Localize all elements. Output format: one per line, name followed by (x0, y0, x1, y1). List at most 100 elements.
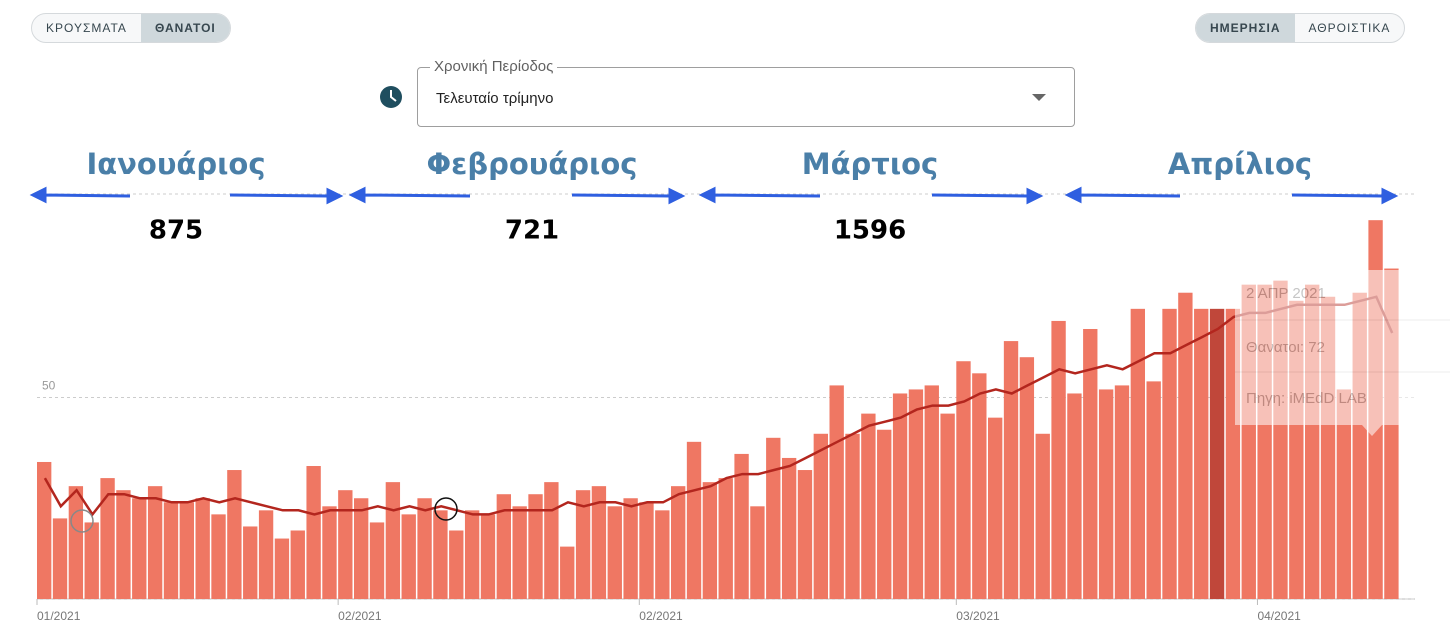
bar (1035, 433, 1050, 599)
bar (877, 429, 892, 599)
bar (1130, 308, 1145, 599)
bar (1098, 389, 1114, 599)
x-tick-label: 01/2021 (37, 609, 81, 623)
bar (37, 461, 52, 599)
bar (274, 538, 290, 599)
bar (338, 490, 353, 599)
month-label: Φεβρουάριος (427, 147, 638, 181)
toggle-option[interactable]: ΗΜΕΡΗΣΙΑ (1196, 14, 1295, 42)
arrow (1064, 186, 1181, 204)
arrow (698, 186, 821, 204)
bar (290, 530, 305, 599)
tooltip: 2 ΑΠΡ 2021 Θανατοι: 72 Πηγη: iMEdD LAB (1235, 270, 1450, 436)
bar (766, 437, 781, 599)
bar (84, 522, 99, 599)
tooltip-source: Πηγη: iMEdD LAB (1246, 390, 1367, 407)
bar (147, 486, 163, 599)
select-value: Τελευταίο τρίμηνο (436, 90, 554, 107)
bar (116, 490, 131, 599)
bar (1336, 389, 1352, 599)
bar (1178, 292, 1193, 599)
bar (512, 506, 527, 599)
bar (940, 413, 955, 599)
marker-circle (434, 497, 458, 521)
x-tick-label: 04/2021 (1257, 609, 1301, 623)
bar (211, 514, 226, 599)
tooltip-value: Θανατοι: 72 (1246, 339, 1325, 356)
clock-hands (390, 90, 397, 102)
period-select[interactable]: Χρονική Περίοδος Τελευταίο τρίμηνο (417, 58, 1075, 127)
bar (607, 506, 622, 599)
bar (861, 413, 876, 599)
bar (1209, 308, 1225, 599)
bar (813, 433, 828, 599)
month-total: 1596 (834, 216, 906, 246)
x-tick-label: 02/2021 (639, 609, 683, 623)
bar (1019, 357, 1035, 599)
bar (480, 514, 496, 599)
bar (1003, 341, 1019, 599)
bar (639, 502, 654, 599)
bar (750, 506, 765, 599)
mode-toggle: ΗΜΕΡΗΣΙΑ ΑΘΡΟΙΣΤΙΚΑ (1195, 13, 1406, 43)
toggle-option[interactable]: ΚΡΟΥΣΜΑΤΑ (46, 21, 127, 35)
bar (195, 498, 210, 599)
tooltip-box (1235, 270, 1450, 425)
bar (179, 502, 194, 599)
toggle-option[interactable]: ΑΘΡΟΙΣΤΙΚΑ (1308, 21, 1391, 35)
month-label: Μάρτιος (802, 147, 938, 181)
y-tick-label: 50 (42, 379, 56, 393)
month-label: Ιανουάριος (86, 147, 265, 181)
bar (1067, 393, 1082, 599)
bar (718, 478, 733, 599)
trend-line (43, 295, 1394, 517)
bar (433, 510, 448, 599)
bar (575, 490, 591, 599)
bar (306, 466, 321, 599)
bar (671, 486, 686, 599)
arrow (931, 187, 1044, 205)
bar (52, 518, 68, 599)
arrow (29, 186, 131, 204)
bar (702, 482, 718, 599)
bar (686, 441, 702, 599)
bar (163, 502, 179, 599)
month-total: 721 (505, 216, 559, 246)
bar (496, 494, 511, 599)
bar (354, 498, 369, 599)
bar (623, 498, 638, 599)
bar (829, 385, 844, 599)
bar (227, 470, 242, 599)
month-label: Απρίλιος (1168, 147, 1312, 181)
bar (655, 510, 670, 599)
bar (988, 417, 1003, 599)
bar (385, 482, 401, 599)
bar (1162, 308, 1177, 599)
arrow (229, 187, 344, 205)
bar (449, 530, 464, 599)
select-label: Χρονική Περίοδος (430, 58, 558, 75)
tooltip-date: 2 ΑΠΡ 2021 (1246, 285, 1326, 302)
x-tick-label: 02/2021 (338, 609, 382, 623)
bar (258, 510, 274, 599)
bar (417, 498, 432, 599)
bar (797, 470, 813, 599)
bar (401, 514, 416, 599)
bar (1146, 381, 1161, 599)
metric-toggle: ΚΡΟΥΣΜΑΤΑ ΘΑΝΑΤΟΙ (31, 13, 231, 43)
bar (956, 361, 971, 599)
bar (1114, 385, 1130, 599)
bar (892, 393, 908, 599)
month-total: 875 (149, 216, 203, 246)
bar (322, 506, 337, 599)
bar (908, 389, 924, 599)
toggle-option[interactable]: ΘΑΝΑΤΟΙ (140, 14, 230, 42)
bar (68, 486, 84, 599)
bar (369, 522, 385, 599)
bar (1083, 328, 1098, 599)
bar (560, 546, 575, 599)
x-tick-label: 03/2021 (956, 609, 1000, 623)
select-caret (1032, 94, 1046, 101)
